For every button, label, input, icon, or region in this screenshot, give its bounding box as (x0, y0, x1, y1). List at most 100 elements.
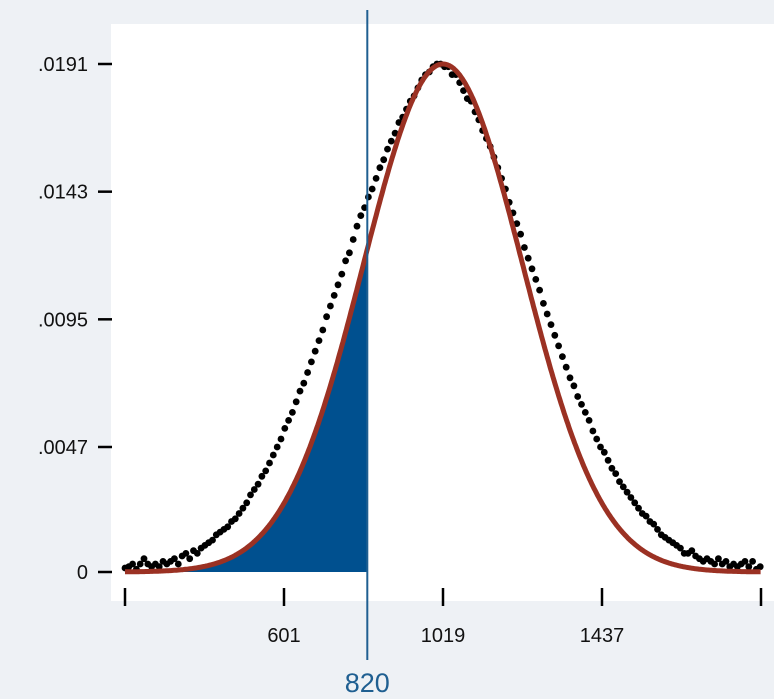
data-point-36 (258, 472, 266, 480)
data-point-56 (334, 281, 342, 289)
data-point-39 (269, 451, 277, 459)
data-point-70 (387, 137, 395, 145)
data-point-5 (140, 555, 148, 563)
data-point-63 (361, 204, 368, 212)
data-point-38 (266, 459, 273, 467)
x-tick-label-1: 601 (267, 625, 300, 647)
data-point-140 (654, 526, 661, 533)
y-tick-label-3: .0143 (38, 182, 88, 204)
data-point-62 (357, 212, 365, 220)
data-point-89 (460, 87, 467, 94)
data-point-32 (243, 499, 251, 507)
data-point-59 (346, 249, 353, 257)
data-point-17 (186, 555, 194, 563)
y-tick-label-0: 0 (77, 562, 88, 584)
data-point-55 (330, 292, 338, 299)
data-point-149 (688, 547, 696, 555)
data-point-42 (281, 425, 289, 432)
data-point-104 (517, 230, 524, 238)
data-point-23 (209, 536, 216, 544)
data-point-167 (756, 563, 764, 571)
data-point-69 (384, 145, 391, 153)
data-point-127 (604, 456, 612, 464)
data-point-112 (547, 321, 555, 328)
data-point-64 (365, 193, 372, 201)
data-point-29 (231, 515, 239, 523)
y-tick-label-4: .0191 (38, 54, 88, 76)
data-point-53 (323, 313, 330, 321)
data-point-58 (342, 257, 349, 265)
data-point-119 (574, 393, 582, 400)
data-point-113 (551, 331, 559, 339)
x-tick-label-3: 1437 (580, 625, 625, 647)
data-point-65 (368, 185, 376, 193)
data-point-50 (311, 347, 319, 355)
data-point-135 (635, 504, 642, 512)
data-point-106 (524, 254, 532, 262)
data-point-46 (296, 387, 304, 395)
data-point-107 (528, 265, 536, 273)
data-point-16 (182, 550, 190, 557)
data-point-51 (315, 337, 323, 344)
y-axis: 0 .0047 .0095 .0143 .0191 (38, 54, 112, 584)
data-point-146 (677, 544, 684, 552)
data-point-4 (136, 560, 144, 568)
data-point-163 (741, 558, 749, 565)
data-point-31 (239, 504, 247, 512)
data-point-120 (578, 401, 585, 408)
data-point-129 (612, 470, 620, 477)
x-tick-label-2: 1019 (421, 625, 466, 647)
data-point-54 (327, 302, 334, 310)
data-point-121 (581, 409, 589, 416)
data-point-57 (338, 270, 346, 278)
x-axis: 601 1019 1437 (123, 588, 763, 647)
data-point-134 (631, 499, 639, 507)
plot-area (111, 24, 774, 601)
data-point-109 (536, 286, 543, 294)
data-point-114 (555, 342, 562, 350)
data-point-40 (273, 443, 281, 451)
data-point-115 (559, 353, 566, 360)
data-point-137 (642, 512, 650, 520)
data-point-34 (250, 486, 258, 493)
data-point-33 (247, 491, 254, 499)
data-point-108 (532, 276, 540, 283)
data-point-139 (650, 520, 658, 528)
data-point-14 (174, 560, 182, 568)
data-point-19 (193, 550, 201, 557)
y-tick-label-2: .0095 (38, 309, 88, 331)
data-point-130 (616, 478, 623, 485)
data-point-116 (562, 363, 570, 371)
data-point-35 (254, 480, 262, 488)
data-point-66 (372, 175, 380, 182)
data-point-67 (376, 164, 384, 172)
data-point-52 (319, 326, 327, 334)
data-point-103 (513, 220, 521, 228)
fit-curve (123, 61, 762, 575)
y-tick-label-1: .0047 (38, 437, 88, 459)
data-point-61 (353, 222, 361, 230)
data-point-156 (715, 555, 722, 563)
data-point-117 (566, 374, 574, 382)
data-point-49 (308, 358, 315, 366)
data-point-37 (262, 467, 270, 475)
data-point-48 (304, 369, 311, 376)
shaded-area (125, 249, 368, 572)
data-point-111 (543, 310, 551, 318)
data-point-68 (380, 156, 388, 164)
data-point-128 (608, 464, 616, 472)
data-point-2 (129, 560, 137, 568)
data-point-47 (300, 379, 308, 387)
data-point-155 (711, 560, 718, 568)
data-point-43 (285, 417, 292, 424)
data-point-126 (600, 448, 608, 456)
marker-label: 820 (345, 668, 390, 698)
data-point-30 (235, 510, 243, 517)
data-point-44 (289, 409, 296, 416)
data-point-123 (589, 427, 597, 435)
data-point-118 (570, 382, 578, 390)
data-point-13 (171, 555, 178, 563)
data-point-133 (627, 494, 635, 501)
data-point-165 (749, 558, 756, 565)
